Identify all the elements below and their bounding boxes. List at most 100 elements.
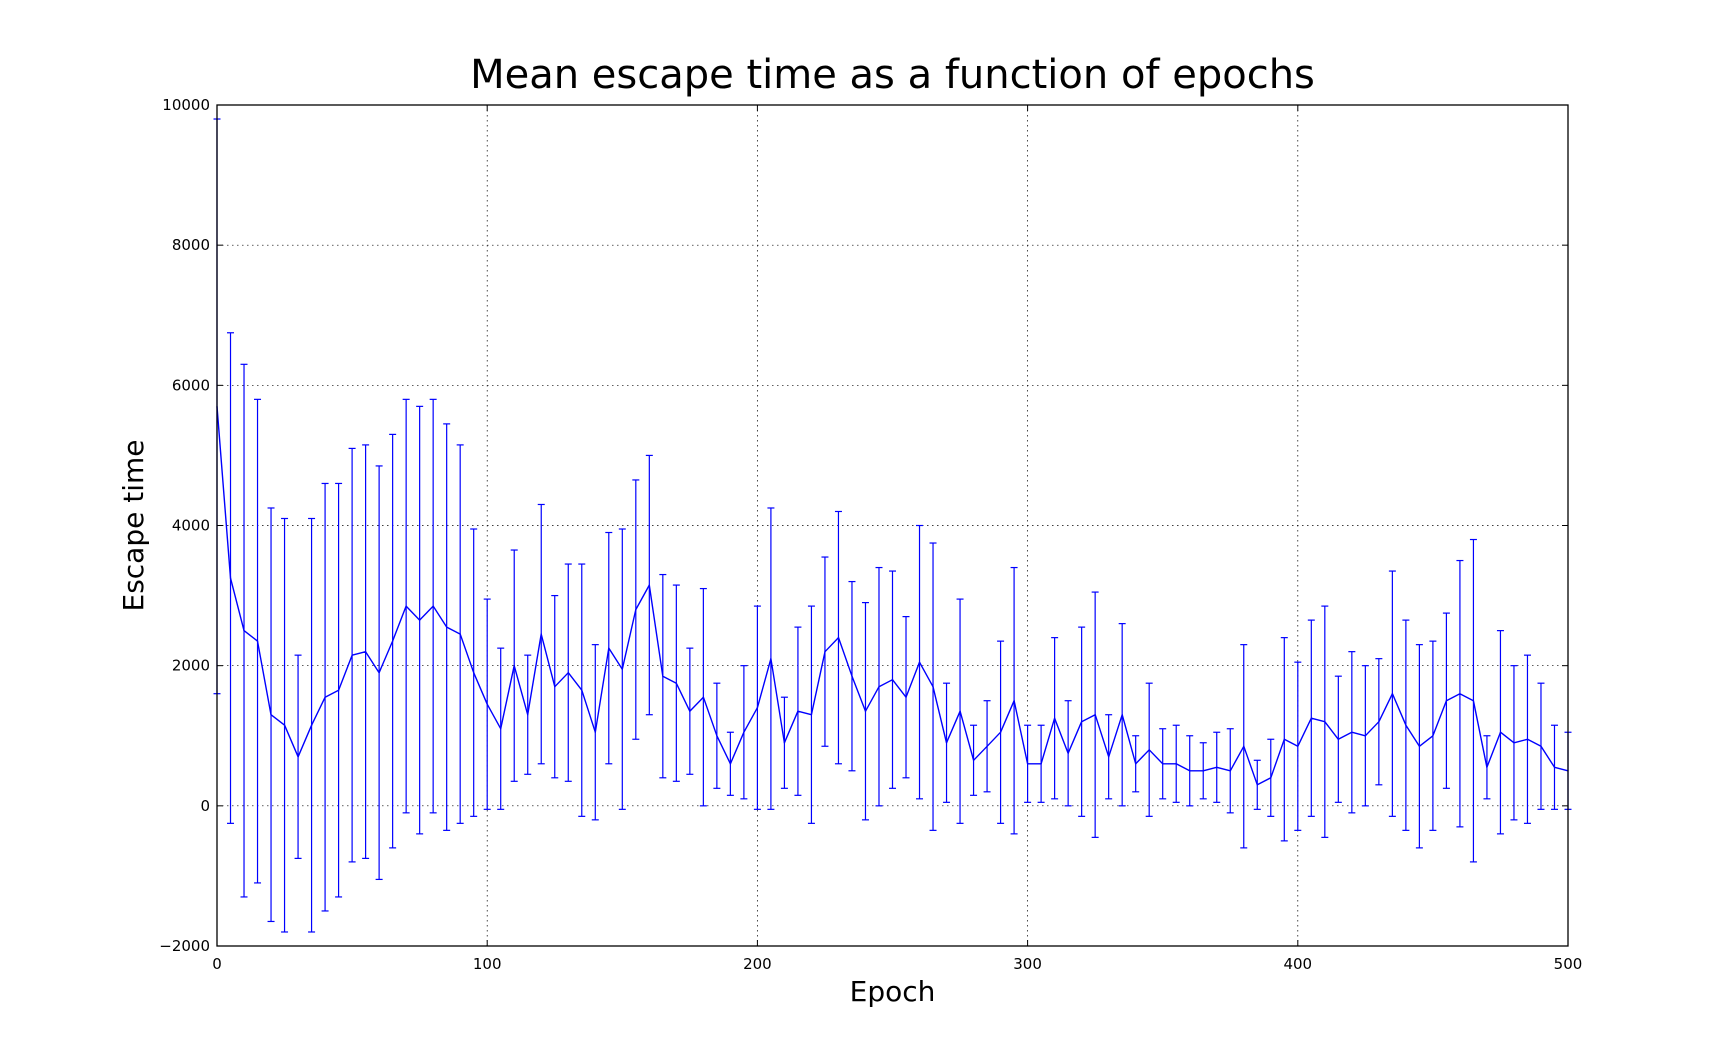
x-tick-label: 100 [473,955,502,973]
data-point [675,682,677,684]
data-point [702,696,704,698]
data-point [405,605,407,607]
data-point [1054,717,1056,719]
data-point [662,675,664,677]
data-point [473,672,475,674]
data-point [851,675,853,677]
data-point [1405,724,1407,726]
data-point [999,731,1002,733]
data-point [337,689,340,691]
data-point [756,707,759,709]
data-point [229,577,232,579]
data-point [891,679,894,681]
data-point [1310,717,1312,719]
y-tick-label: 8000 [172,236,210,254]
data-point [378,672,380,674]
y-tick-label: 6000 [172,376,210,394]
data-point [783,742,786,744]
data-point [1337,738,1339,740]
data-point [1351,731,1353,733]
chart-title: Mean escape time as a function of epochs [470,52,1315,98]
y-tick-label: 10000 [162,96,210,114]
y-tick-label: 0 [200,797,210,815]
data-point [878,686,880,688]
y-tick-label: 4000 [172,517,210,535]
data-point [972,759,975,761]
data-point [1189,770,1191,772]
data-point [527,714,529,716]
x-tick-label: 0 [212,955,222,973]
data-point [283,724,286,726]
data-point [1526,738,1529,740]
data-point [918,661,921,663]
data-point [959,710,961,712]
data-point [648,584,650,586]
data-point [540,633,542,635]
data-point [1094,714,1096,716]
data-point [1202,770,1204,772]
y-tick-label: −2000 [159,937,210,955]
data-point [1108,756,1110,758]
data-point [1175,763,1177,765]
data-point [1364,735,1366,737]
data-point [1513,742,1515,744]
x-tick-label: 200 [743,955,772,973]
data-point [1540,745,1542,747]
data-point [1499,731,1502,733]
data-point [635,609,637,611]
data-point [932,686,934,688]
data-point [392,640,394,642]
data-point [1040,763,1042,765]
data-point [986,745,988,747]
data-point [716,735,718,737]
data-point [297,756,299,758]
data-point [1445,700,1448,702]
x-tick-label: 400 [1283,955,1312,973]
data-point [459,633,461,635]
data-point [945,742,948,744]
data-point [621,668,623,670]
data-point [797,710,799,712]
data-point [256,640,259,642]
data-point [743,731,745,733]
data-point [554,686,556,688]
data-point [310,724,313,726]
data-point [905,696,907,698]
data-point [824,651,826,653]
data-point [581,689,583,691]
data-point [608,647,610,649]
data-point [689,710,691,712]
data-point [1270,777,1272,779]
data-point [1243,745,1245,747]
data-point [446,626,448,628]
data-point [486,703,488,705]
data-point [243,630,245,632]
data-point [770,658,772,660]
data-point [1135,763,1137,765]
data-point [1013,700,1015,702]
data-point [270,714,272,716]
data-point [1459,693,1461,695]
data-point [1027,763,1029,765]
x-tick-label: 300 [1013,955,1042,973]
data-point [1283,738,1285,740]
axis-ticks: 0 100 200 300 400 500−20000200040006000800010… [159,96,1582,973]
x-axis-label: Epoch [850,975,936,1008]
data-point [1148,749,1150,751]
data-point [432,605,434,607]
data-point [729,763,731,765]
data-series [216,405,1569,786]
data-point [594,731,596,733]
data-point [1256,784,1258,786]
data-point [1418,745,1420,747]
data-point [1067,752,1069,754]
data-point [1081,721,1083,723]
data-point [351,654,353,656]
data-point [1324,721,1326,723]
data-point [1486,766,1488,768]
data-point [1378,721,1380,723]
y-tick-label: 2000 [172,657,210,675]
